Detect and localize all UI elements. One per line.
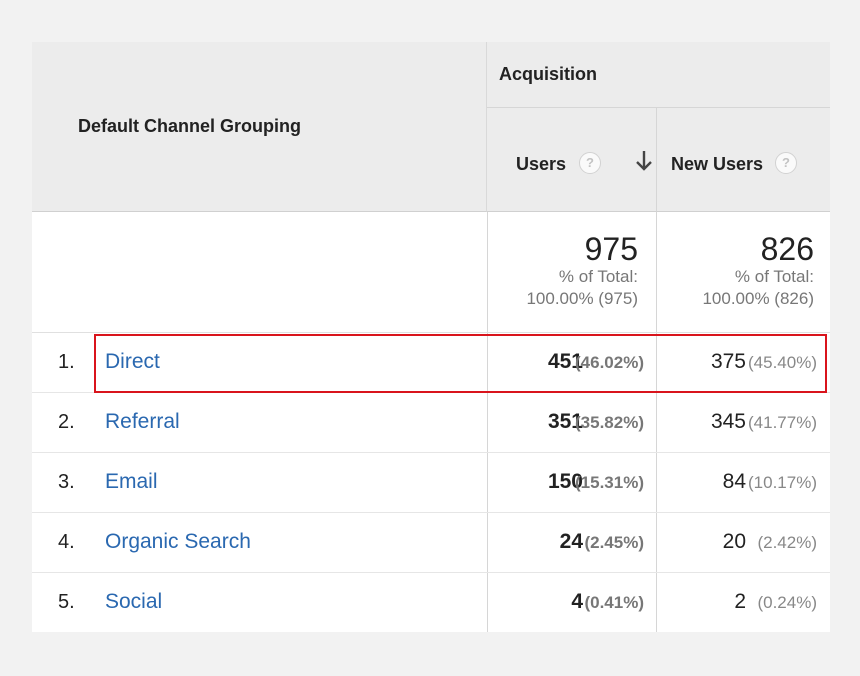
new-users-cell: 2 (0.24%) xyxy=(657,573,830,632)
users-percent: (2.45%) xyxy=(584,533,644,552)
table-row: 3. Email 150 (15.31%) 84 (10.17%) xyxy=(32,453,830,513)
users-total-percent: 100.00% (975) xyxy=(526,289,638,308)
arrow-down-icon[interactable] xyxy=(635,148,653,174)
new-users-percent: (0.24%) xyxy=(757,593,817,612)
table-row: 1. Direct 451 (46.02%) 375 (45.40%) xyxy=(32,333,830,393)
users-column-label: Users xyxy=(516,154,567,174)
help-circle-icon[interactable]: ? xyxy=(579,152,601,174)
users-percent: (35.82%) xyxy=(575,413,644,432)
new-users-percent: (45.40%) xyxy=(748,353,817,372)
users-cell: 351 (35.82%) xyxy=(487,393,657,452)
channel-link-social[interactable]: Social xyxy=(105,590,163,613)
users-cell: 150 (15.31%) xyxy=(487,453,657,512)
users-percent: (15.31%) xyxy=(575,473,644,492)
users-column-header[interactable]: Users ? xyxy=(487,108,657,212)
row-rank: 1. xyxy=(58,351,75,373)
table-row: 2. Referral 351 (35.82%) 345 (41.77%) xyxy=(32,393,830,453)
row-rank: 4. xyxy=(58,531,75,553)
channel-link-referral[interactable]: Referral xyxy=(105,410,180,433)
users-total-cell: 975 % of Total: 100.00% (975) xyxy=(487,212,657,332)
users-value: 4 xyxy=(571,590,583,613)
new-users-total-percent: 100.00% (826) xyxy=(702,289,814,308)
users-cell: 451 (46.02%) xyxy=(487,333,657,392)
help-circle-icon[interactable]: ? xyxy=(775,152,797,174)
new-users-value: 84 xyxy=(722,470,746,493)
new-users-value: 20 xyxy=(722,530,746,553)
new-users-total-caption: % of Total: xyxy=(734,267,814,286)
row-rank: 2. xyxy=(58,411,75,433)
totals-row: 975 % of Total: 100.00% (975) 826 % of T… xyxy=(32,212,830,333)
new-users-percent: (10.17%) xyxy=(748,473,817,492)
users-value: 451 xyxy=(547,350,583,373)
table-row: 5. Social 4 (0.41%) 2 (0.24%) xyxy=(32,573,830,632)
new-users-column-label: New Users xyxy=(671,154,764,174)
new-users-total-cell: 826 % of Total: 100.00% (826) xyxy=(657,212,830,332)
acquisition-group-header: Acquisition xyxy=(487,42,830,108)
new-users-percent: (2.42%) xyxy=(757,533,817,552)
users-total-value: 975 xyxy=(584,231,638,267)
new-users-column-header[interactable]: New Users ? xyxy=(657,108,830,212)
users-cell: 24 (2.45%) xyxy=(487,513,657,572)
new-users-cell: 375 (45.40%) xyxy=(657,333,830,392)
new-users-value: 345 xyxy=(710,410,746,433)
dimension-header[interactable]: Default Channel Grouping xyxy=(32,42,487,212)
new-users-cell: 84 (10.17%) xyxy=(657,453,830,512)
new-users-total-value: 826 xyxy=(760,231,814,267)
users-percent: (0.41%) xyxy=(584,593,644,612)
row-rank: 5. xyxy=(58,591,75,613)
new-users-value: 2 xyxy=(734,590,746,613)
new-users-percent: (41.77%) xyxy=(748,413,817,432)
users-value: 351 xyxy=(547,410,583,433)
new-users-cell: 20 (2.42%) xyxy=(657,513,830,572)
users-value: 24 xyxy=(559,530,583,553)
table-row: 4. Organic Search 24 (2.45%) 20 (2.42%) xyxy=(32,513,830,573)
acquisition-group-label: Acquisition xyxy=(499,64,597,84)
users-value: 150 xyxy=(547,470,583,493)
new-users-cell: 345 (41.77%) xyxy=(657,393,830,452)
channel-link-email[interactable]: Email xyxy=(105,470,158,493)
dimension-header-label: Default Channel Grouping xyxy=(78,116,301,136)
users-total-caption: % of Total: xyxy=(558,267,638,286)
report-table: Default Channel Grouping Acquisition Use… xyxy=(32,42,830,632)
channel-link-direct[interactable]: Direct xyxy=(105,350,160,373)
users-percent: (46.02%) xyxy=(575,353,644,372)
channel-link-organic-search[interactable]: Organic Search xyxy=(105,530,251,553)
new-users-value: 375 xyxy=(710,350,746,373)
users-cell: 4 (0.41%) xyxy=(487,573,657,632)
row-rank: 3. xyxy=(58,471,75,493)
